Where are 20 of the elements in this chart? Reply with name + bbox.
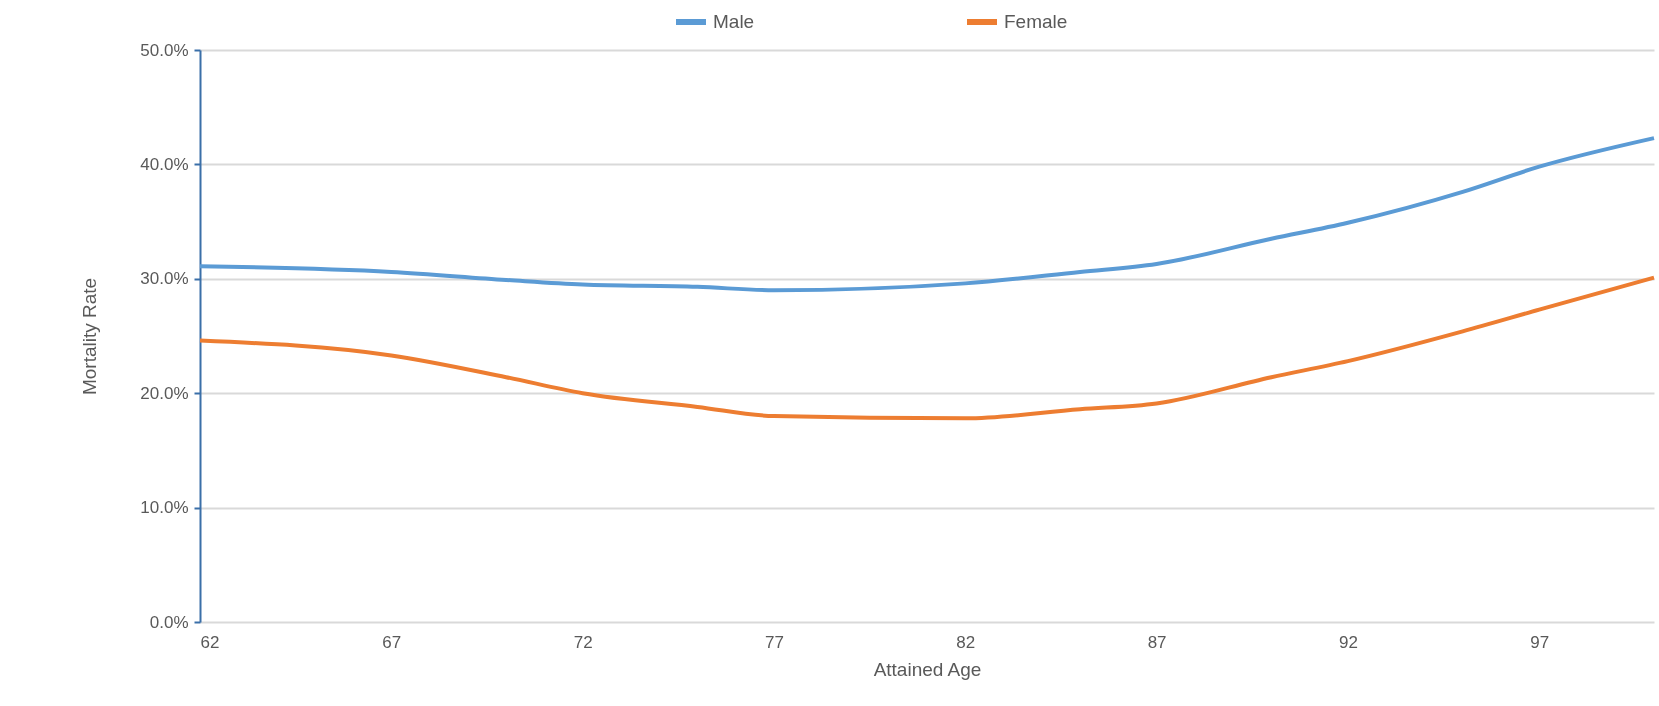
x-tick-label: 97 bbox=[1530, 632, 1550, 652]
y-tick-label: 20.0% bbox=[140, 383, 189, 403]
y-axis-title: Mortality Rate bbox=[79, 277, 101, 396]
x-tick-label: 87 bbox=[1147, 632, 1167, 652]
y-tick-label: 0.0% bbox=[149, 612, 189, 632]
y-tick-label: 30.0% bbox=[140, 269, 189, 289]
y-tick-label: 40.0% bbox=[140, 154, 189, 174]
x-tick-label: 67 bbox=[382, 632, 402, 652]
x-tick-label: 82 bbox=[956, 632, 976, 652]
y-tick-label: 50.0% bbox=[140, 40, 189, 60]
y-tick-label: 10.0% bbox=[140, 498, 189, 518]
x-tick-label: 92 bbox=[1338, 632, 1358, 652]
x-tick-label: 72 bbox=[573, 632, 593, 652]
x-axis-title: Attained Age bbox=[873, 658, 982, 680]
legend-label: Male bbox=[713, 11, 755, 32]
legend-label: Female bbox=[1004, 11, 1068, 32]
line-series bbox=[198, 136, 1656, 293]
x-tick-label: 62 bbox=[200, 632, 220, 652]
x-tick-label: 77 bbox=[764, 632, 784, 652]
line-series bbox=[198, 275, 1656, 421]
